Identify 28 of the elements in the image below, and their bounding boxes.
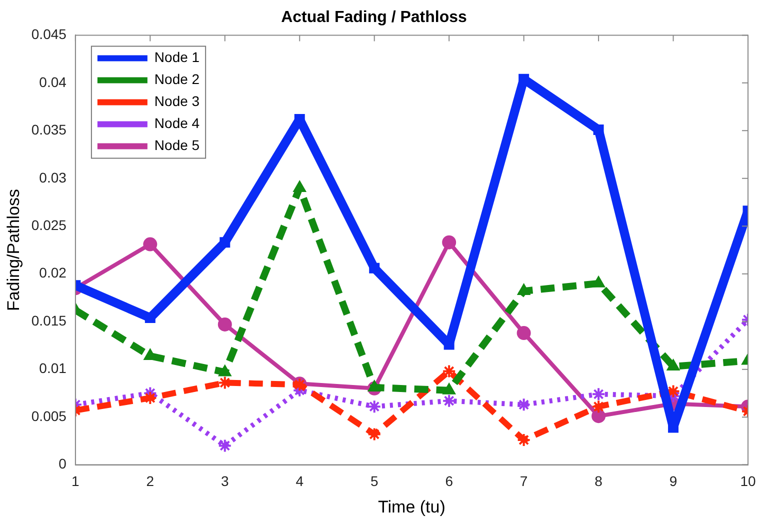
legend-label: Node 1 xyxy=(154,49,200,66)
x-tick-label: 1 xyxy=(72,473,80,490)
x-tick-label: 2 xyxy=(146,473,154,490)
legend-label: Node 2 xyxy=(154,71,200,88)
y-tick-label: 0.03 xyxy=(39,169,67,186)
x-tick-label: 6 xyxy=(445,473,454,490)
x-tick-label: 10 xyxy=(740,473,756,490)
y-tick-label: 0.005 xyxy=(31,408,67,424)
y-tick-label: 0.015 xyxy=(31,312,67,328)
x-tick-label: 8 xyxy=(594,473,603,490)
y-tick-label: 0.04 xyxy=(39,74,67,90)
chart-title: Actual Fading / Pathloss xyxy=(281,9,467,26)
y-axis-title: Fading/Pathloss xyxy=(4,189,23,311)
y-tick-label: 0.01 xyxy=(39,360,67,376)
x-tick-label: 3 xyxy=(220,473,229,490)
legend-label: Node 4 xyxy=(154,115,200,132)
x-axis-title: Time (tu) xyxy=(378,497,446,516)
y-tick-label: 0.025 xyxy=(31,216,67,233)
legend-label: Node 3 xyxy=(154,93,200,110)
x-tick-label: 4 xyxy=(296,473,304,490)
legend-label: Node 5 xyxy=(154,137,200,154)
y-tick-label: 0.045 xyxy=(31,26,67,42)
x-tick-label: 9 xyxy=(669,473,678,490)
y-tick-label: 0.02 xyxy=(39,264,67,281)
y-tick-label: 0 xyxy=(58,456,67,472)
y-tick-label: 0.035 xyxy=(31,122,67,138)
x-tick-label: 5 xyxy=(370,473,378,490)
x-tick-label: 7 xyxy=(520,473,528,490)
